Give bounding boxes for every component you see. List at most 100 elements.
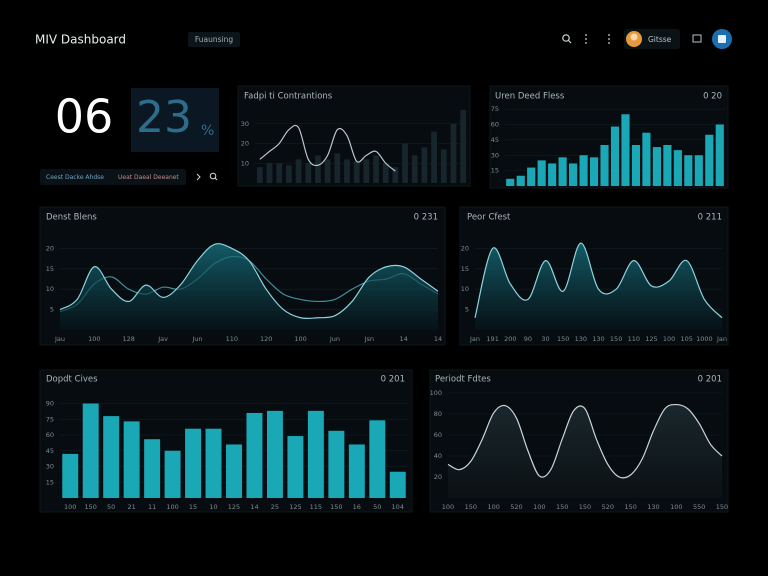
x-tick-label: 25 — [271, 503, 279, 511]
area — [475, 243, 722, 330]
tab-button[interactable] — [188, 32, 240, 47]
y-tick-label: 15 — [491, 167, 499, 175]
bar — [610, 126, 620, 186]
filter-label[interactable]: Ueat Daeal Deeanet — [118, 174, 179, 181]
y-tick-label: 30 — [241, 120, 249, 128]
y-tick-label: 30 — [491, 151, 499, 159]
y-tick-label: 80 — [434, 410, 442, 418]
x-tick-label: 14 — [434, 335, 442, 343]
x-tick-label: 100 — [533, 503, 545, 511]
x-tick-label: 150 — [610, 335, 622, 343]
bar — [295, 159, 302, 183]
bar — [256, 167, 263, 183]
chevron-icon[interactable] — [196, 173, 201, 181]
bar — [334, 153, 341, 183]
x-tick-label: 150 — [556, 503, 568, 511]
x-tick-label: 115 — [310, 503, 322, 511]
x-tick-label: 105 — [681, 335, 693, 343]
x-tick-label: 100 — [663, 335, 675, 343]
more-icon[interactable] — [608, 34, 610, 44]
bar — [705, 134, 714, 186]
filter-label[interactable]: Ceest Dacke Ahdse — [46, 174, 104, 181]
bar — [305, 163, 312, 183]
x-tick-label: 150 — [716, 503, 728, 511]
filter-bar — [40, 169, 186, 185]
y-tick-label: 45 — [46, 447, 54, 455]
x-tick-label: 100 — [88, 335, 100, 343]
x-tick-label: 130 — [592, 335, 604, 343]
y-tick-label: 30 — [46, 463, 54, 471]
y-tick-label: 60 — [491, 121, 499, 129]
bar — [205, 428, 222, 498]
user-name[interactable]: Gitsse — [648, 35, 672, 44]
x-tick-label: 150 — [624, 503, 636, 511]
x-tick-label: 110 — [628, 335, 640, 343]
x-tick-label: Jun — [191, 335, 202, 343]
chart-title: Fadpi ti Contrantions — [244, 92, 333, 102]
bar — [652, 147, 661, 186]
chart-title: Periodt Fdtes — [435, 375, 491, 385]
x-tick-label: 50 — [373, 503, 381, 511]
bar — [621, 114, 630, 186]
bar — [663, 145, 672, 186]
chart-panel: Denst Blens 0 231 5 10 15 20 Jau 100 128 Jav Jun 11… — [39, 206, 446, 346]
x-tick-label: Jau — [54, 335, 65, 343]
window-icon[interactable] — [692, 34, 702, 43]
bar — [266, 163, 273, 183]
app-title: MIV Dashboard — [35, 33, 126, 47]
y-tick-label: 60 — [434, 431, 442, 439]
bar — [631, 145, 641, 186]
chart-panel: Peor Cfest 0 211 5 10 15 20 Jan 191 200 90 30 150 13… — [459, 206, 729, 346]
x-tick-label: Jan — [469, 335, 480, 343]
bar — [516, 175, 525, 186]
x-tick-label: 150 — [84, 503, 96, 511]
bar — [315, 155, 321, 183]
y-tick-label: 20 — [241, 140, 249, 148]
x-tick-label: 90 — [524, 335, 532, 343]
line — [447, 403, 723, 479]
x-tick-label: 520 — [602, 503, 614, 511]
bar — [642, 132, 651, 186]
x-tick-label: 100 — [670, 503, 682, 511]
y-tick-label: 10 — [461, 285, 469, 293]
x-tick-label: 11 — [148, 503, 156, 511]
bar — [411, 155, 418, 183]
x-tick-label: Jan — [716, 335, 727, 343]
chart-title: Uren Deed Fless — [495, 92, 565, 102]
x-tick-label: 150 — [557, 335, 569, 343]
y-tick-label: 20 — [461, 244, 469, 252]
line — [59, 243, 439, 320]
x-tick-label: 30 — [541, 335, 549, 343]
bar — [440, 149, 447, 183]
x-tick-label: 150 — [465, 503, 477, 511]
x-tick-label: 520 — [510, 503, 522, 511]
y-tick-label: 15 — [461, 265, 469, 273]
line — [474, 242, 723, 319]
bar — [589, 157, 599, 186]
x-tick-label: 125 — [289, 503, 301, 511]
bar — [558, 157, 567, 186]
chart-title: Denst Blens — [46, 213, 97, 223]
charts: Fadpi ti Contrantions 10 20 30 Uren Deed Fle… — [39, 85, 729, 513]
x-tick-label: 100 — [166, 503, 178, 511]
bar — [328, 430, 345, 498]
kpi-unit: % — [201, 123, 214, 139]
search-icon[interactable] — [562, 34, 572, 44]
bar — [431, 131, 438, 183]
y-tick-label: 75 — [46, 415, 54, 423]
chart-title: Peor Cfest — [467, 213, 511, 223]
bar — [421, 147, 428, 183]
menu-icon[interactable] — [585, 34, 587, 44]
bar — [569, 163, 578, 186]
bar — [285, 165, 292, 183]
x-tick-label: Jsn — [364, 335, 374, 343]
x-tick-label: 100 — [487, 503, 499, 511]
filter-search-icon[interactable] — [209, 172, 218, 181]
tab-label[interactable]: Fuaunsing — [195, 35, 234, 44]
x-tick-label: Jun — [329, 335, 340, 343]
bar — [537, 160, 546, 186]
bar — [402, 143, 408, 183]
chart-subtitle: 0 201 — [698, 375, 722, 385]
x-tick-label: Jav — [157, 335, 168, 343]
x-tick-label: 1000 — [696, 335, 713, 343]
